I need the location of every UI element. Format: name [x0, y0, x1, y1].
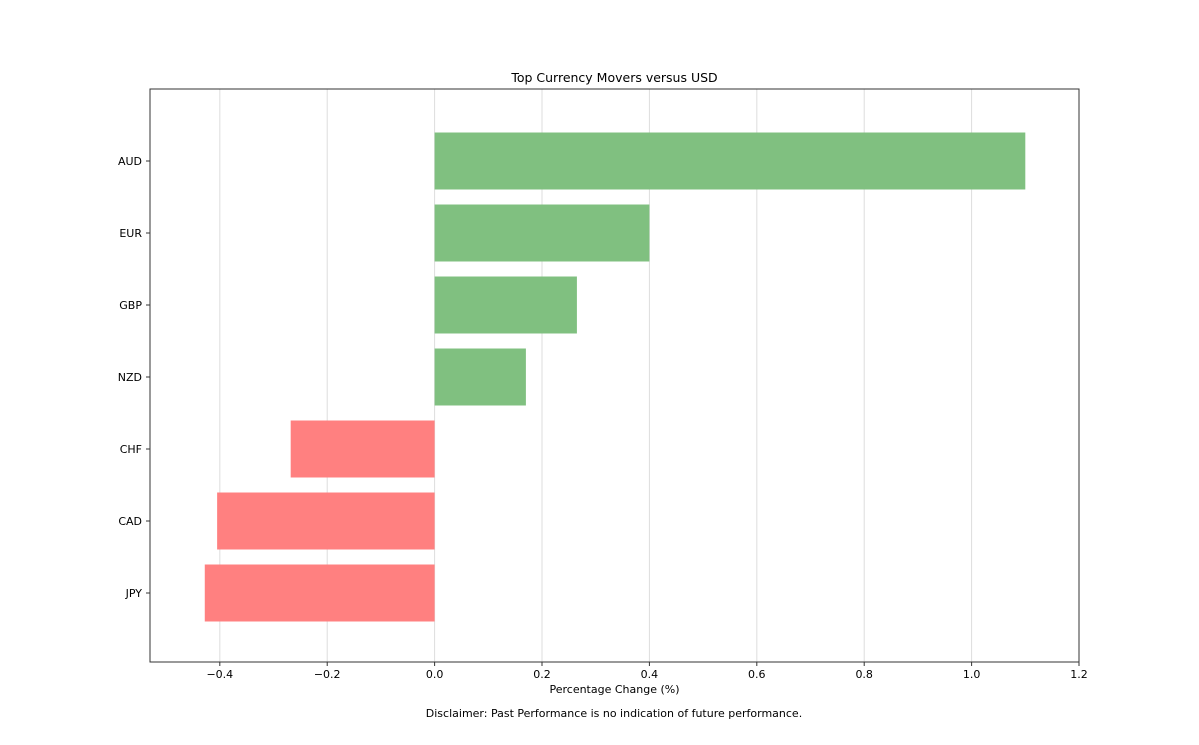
- bar-nzd: [434, 348, 526, 406]
- bar-gbp: [434, 276, 577, 334]
- y-tick-label: CHF: [120, 443, 142, 456]
- x-tick-label: 1.2: [1070, 668, 1088, 681]
- bar-cad: [217, 492, 435, 550]
- x-tick-label: 0.0: [426, 668, 444, 681]
- y-tick-label: EUR: [119, 227, 142, 240]
- bars: [204, 132, 1026, 622]
- x-tick-label: 0.4: [641, 668, 659, 681]
- x-tick-label: −0.4: [206, 668, 233, 681]
- x-tick-label: 0.8: [855, 668, 873, 681]
- y-tick-label: AUD: [118, 155, 142, 168]
- x-tick-label: 1.0: [963, 668, 981, 681]
- y-tick-label: CAD: [118, 515, 142, 528]
- bar-eur: [434, 204, 650, 262]
- x-axis-label: Percentage Change (%): [549, 683, 679, 696]
- chart-title: Top Currency Movers versus USD: [510, 70, 717, 85]
- y-axis-ticks: AUD EUR GBP NZD CHF CAD JPY: [118, 155, 150, 600]
- y-tick-label: GBP: [119, 299, 142, 312]
- x-tick-label: 0.2: [533, 668, 551, 681]
- y-tick-label: JPY: [125, 587, 143, 600]
- disclaimer-text: Disclaimer: Past Performance is no indic…: [426, 707, 802, 720]
- x-tick-label: −0.2: [314, 668, 341, 681]
- x-tick-label: 0.6: [748, 668, 766, 681]
- axes-frame: [149, 88, 1080, 663]
- bar-aud: [434, 132, 1026, 190]
- x-axis-ticks: −0.4 −0.2 0.0 0.2 0.4 0.6 0.8 1.0 1.2: [206, 662, 1088, 681]
- y-tick-label: NZD: [118, 371, 142, 384]
- bar-jpy: [204, 564, 435, 622]
- bar-chf: [290, 420, 435, 478]
